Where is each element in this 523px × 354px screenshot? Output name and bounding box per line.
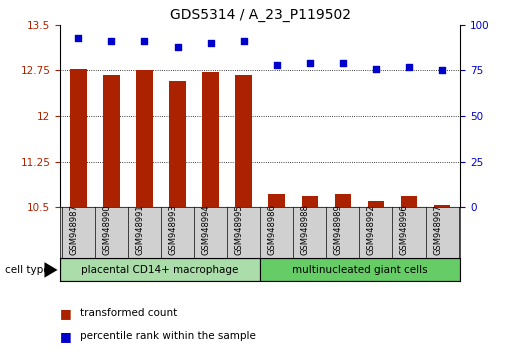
Point — [107, 38, 116, 44]
Text: ■: ■ — [60, 307, 72, 320]
Text: GSM948989: GSM948989 — [334, 205, 343, 255]
Bar — [260, 258, 460, 281]
Text: GSM948996: GSM948996 — [400, 205, 409, 255]
Text: ■: ■ — [60, 330, 72, 343]
Bar — [368, 201, 384, 207]
Point — [438, 68, 446, 73]
Bar — [268, 194, 285, 207]
Point — [372, 66, 380, 72]
Bar — [136, 70, 153, 207]
Point — [405, 64, 413, 69]
Text: GSM948988: GSM948988 — [301, 205, 310, 255]
Bar — [70, 69, 87, 207]
Point — [305, 60, 314, 66]
Text: GSM948987: GSM948987 — [70, 205, 78, 255]
Polygon shape — [44, 262, 58, 278]
Point — [173, 44, 181, 50]
Bar — [103, 75, 120, 207]
Text: percentile rank within the sample: percentile rank within the sample — [80, 331, 256, 341]
Point — [240, 38, 248, 44]
Point — [207, 40, 215, 46]
Bar — [434, 205, 450, 207]
Point — [339, 60, 347, 66]
Bar — [235, 75, 252, 207]
Text: GSM948986: GSM948986 — [268, 205, 277, 255]
Title: GDS5314 / A_23_P119502: GDS5314 / A_23_P119502 — [169, 8, 351, 22]
Point — [272, 62, 281, 68]
Point — [74, 35, 83, 40]
Text: cell type: cell type — [5, 265, 50, 275]
Text: transformed count: transformed count — [80, 308, 177, 318]
Text: GSM948990: GSM948990 — [103, 205, 111, 255]
Text: GSM948991: GSM948991 — [135, 205, 144, 255]
Text: GSM948997: GSM948997 — [433, 205, 442, 255]
Bar — [302, 195, 318, 207]
Text: GSM948993: GSM948993 — [168, 205, 177, 255]
Text: multinucleated giant cells: multinucleated giant cells — [292, 265, 428, 275]
Point — [140, 38, 149, 44]
Text: GSM948994: GSM948994 — [201, 205, 211, 255]
Text: placental CD14+ macrophage: placental CD14+ macrophage — [82, 265, 239, 275]
Bar — [169, 81, 186, 207]
Bar — [60, 258, 260, 281]
Bar — [202, 72, 219, 207]
Text: GSM948992: GSM948992 — [367, 205, 376, 255]
Bar — [401, 196, 417, 207]
Bar — [335, 194, 351, 207]
Text: GSM948995: GSM948995 — [235, 205, 244, 255]
